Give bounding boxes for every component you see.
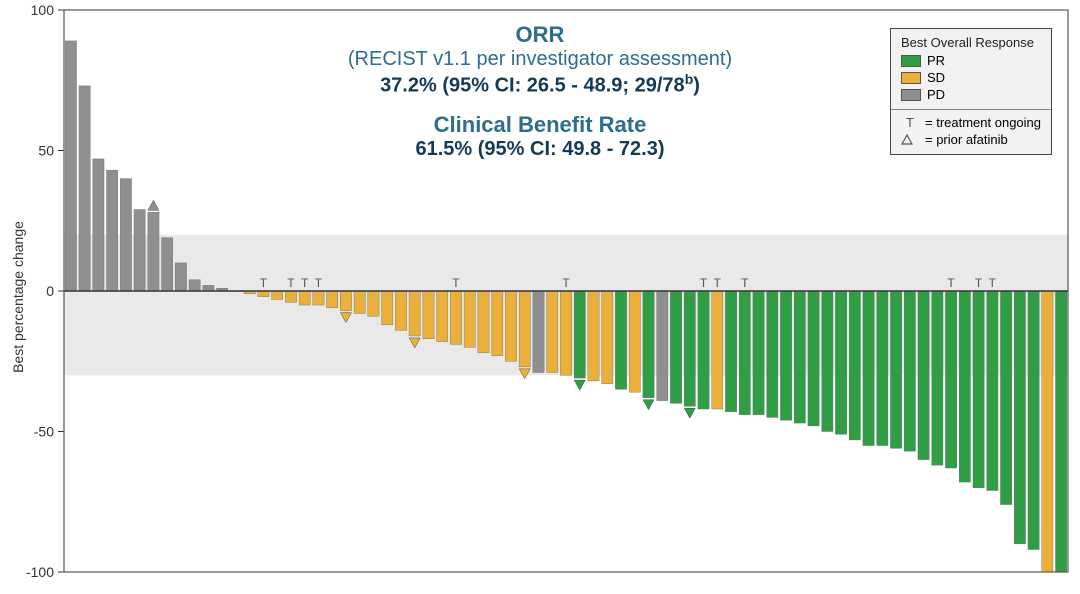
svg-text:T: T [260, 276, 268, 290]
legend-symbol-label: = treatment ongoing [925, 115, 1041, 132]
svg-text:T: T [700, 276, 708, 290]
svg-text:T: T [315, 276, 323, 290]
legend-item-pd: PD [901, 87, 1041, 104]
legend-symbol-prior-afatinib: = prior afatinib [901, 132, 1041, 149]
triangle-marker-icon [901, 134, 919, 146]
svg-text:T: T [741, 276, 749, 290]
legend-divider [891, 109, 1051, 110]
legend-item-pr: PR [901, 53, 1041, 70]
svg-text:T: T [301, 276, 309, 290]
svg-text:T: T [714, 276, 722, 290]
legend-label: SD [927, 70, 945, 87]
legend-swatch [901, 72, 921, 84]
legend-label: PR [927, 53, 945, 70]
legend-swatch [901, 55, 921, 67]
headline-line: Clinical Benefit Rate [348, 112, 732, 138]
svg-text:T: T [287, 276, 295, 290]
headline-line: (RECIST v1.1 per investigator assessment… [348, 48, 732, 71]
svg-text:T: T [947, 276, 955, 290]
legend-label: PD [927, 87, 945, 104]
legend-swatch [901, 89, 921, 101]
headline-line: 37.2% (95% CI: 26.5 - 48.9; 29/78b) [348, 71, 732, 98]
legend-item-sd: SD [901, 70, 1041, 87]
headline-line: 61.5% (95% CI: 49.8 - 72.3) [348, 138, 732, 161]
y-axis-label: Best percentage change [10, 221, 26, 373]
waterfall-chart: -100-50050100TTTTTTTTTTTT Best percentag… [0, 0, 1080, 594]
legend-symbol-label: = prior afatinib [925, 132, 1008, 149]
legend: Best Overall Response PRSDPD T = treatme… [890, 28, 1052, 155]
svg-text:T: T [975, 276, 983, 290]
svg-text:100: 100 [31, 2, 55, 18]
headline-line: ORR [348, 22, 732, 48]
svg-text:0: 0 [46, 283, 54, 299]
legend-title: Best Overall Response [901, 35, 1041, 50]
chart-headline: ORR(RECIST v1.1 per investigator assessm… [348, 22, 732, 161]
svg-text:T: T [989, 276, 997, 290]
svg-text:50: 50 [38, 143, 54, 159]
svg-text:T: T [452, 276, 460, 290]
t-marker-icon: T [901, 115, 919, 132]
svg-text:T: T [562, 276, 570, 290]
legend-symbol-treatment-ongoing: T = treatment ongoing [901, 115, 1041, 132]
svg-text:-100: -100 [26, 564, 54, 580]
svg-text:-50: -50 [34, 424, 54, 440]
